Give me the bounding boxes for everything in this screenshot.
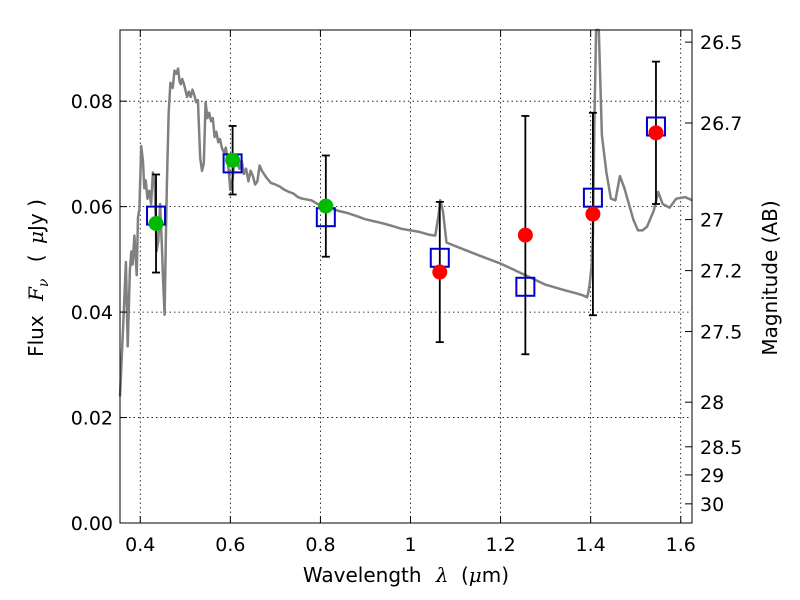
x-tick-label: 1.2 — [485, 534, 515, 556]
observed-photometry-point — [648, 125, 664, 141]
magnitude-tick-label: 28.5 — [700, 437, 742, 459]
x-axis-label: Wavelength λ (μm) — [303, 563, 509, 587]
x-axis-label-mu: μ — [469, 563, 482, 587]
x-axis-label-unit: m) — [482, 563, 509, 587]
y-axis-label-unit: Jy ) — [24, 199, 48, 233]
x-tick-label: 0.8 — [305, 534, 335, 556]
magnitude-tick-label: 27.5 — [700, 322, 742, 344]
x-tick-label: 0.6 — [215, 534, 245, 556]
y-axis-label-prefix: Flux — [24, 315, 48, 357]
x-axis-label-prefix: Wavelength — [303, 563, 422, 587]
x-axis-label-paren: ( — [461, 563, 469, 587]
magnitude-axis-label: Magnitude (AB) — [758, 200, 782, 355]
y-axis-label-symbol: F — [24, 286, 48, 302]
observed-photometry-point — [585, 206, 601, 222]
x-axis-label-symbol: λ — [435, 563, 449, 587]
observed-photometry-point — [517, 227, 533, 243]
y-tick-label: 0.04 — [71, 302, 113, 324]
magnitude-tick-label: 28 — [700, 392, 724, 414]
y-tick-label: 0.06 — [71, 197, 113, 219]
axis-ticks: 0.4 0.6 0.8 1 1.2 1.4 1.6 0.00 0.02 0.04 0.06 0.08 2… — [71, 30, 742, 556]
x-tick-label: 1.4 — [576, 534, 606, 556]
observed-photometry-point — [318, 198, 334, 214]
observed-photometry-points — [148, 125, 664, 280]
model-spectrum — [118, 28, 693, 397]
y-tick-label: 0.00 — [71, 513, 113, 535]
y-tick-label: 0.08 — [71, 91, 113, 113]
y-axis-label-mu: μ — [24, 231, 48, 244]
plot-frame — [119, 29, 693, 524]
model-spectrum-line — [118, 28, 693, 397]
x-tick-label: 0.4 — [125, 534, 155, 556]
x-tick-label: 1 — [404, 534, 416, 556]
y-tick-label: 0.02 — [71, 408, 113, 430]
y-axis-label: Flux Fν ( μJy ) — [24, 199, 53, 357]
model-photometry-square — [515, 276, 536, 297]
magnitude-tick-label: 30 — [700, 494, 724, 516]
magnitude-tick-label: 27 — [700, 210, 724, 232]
x-tick-label: 1.6 — [666, 534, 696, 556]
y-axis-label-paren: ( — [24, 254, 48, 262]
magnitude-tick-label: 29 — [700, 465, 724, 487]
observed-photometry-point — [225, 152, 241, 168]
observed-photometry-point — [148, 216, 164, 232]
y-axis-label-subscript: ν — [36, 278, 52, 287]
observed-photometry-point — [432, 264, 448, 280]
magnitude-tick-label: 27.2 — [700, 261, 742, 283]
magnitude-tick-label: 26.7 — [700, 113, 742, 135]
magnitude-tick-label: 26.5 — [700, 32, 742, 54]
